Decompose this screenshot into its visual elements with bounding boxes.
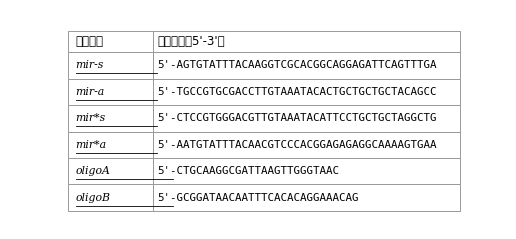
Bar: [69, 185, 153, 211]
Bar: [153, 131, 460, 158]
Bar: [69, 158, 153, 185]
Bar: [153, 185, 460, 211]
Text: 5'-GCGGATAACAATTTCACACAGGAAACAG: 5'-GCGGATAACAATTTCACACAGGAAACAG: [157, 193, 359, 203]
Text: mir-s: mir-s: [76, 60, 104, 71]
Text: mir*a: mir*a: [76, 140, 107, 150]
Bar: [153, 52, 460, 79]
Text: 5'-CTGCAAGGCGATTAAGTTGGGTAAC: 5'-CTGCAAGGCGATTAAGTTGGGTAAC: [157, 166, 340, 176]
Text: oligoB: oligoB: [76, 193, 111, 203]
Text: 5'-AGTGTATTTACAAGGTCGCACGGCAGGAGATTCAGTTTGA: 5'-AGTGTATTTACAAGGTCGCACGGCAGGAGATTCAGTT…: [157, 60, 437, 71]
Bar: [69, 52, 153, 79]
Text: 引物名称: 引物名称: [76, 35, 104, 48]
Bar: [69, 105, 153, 131]
Text: 引物序列（5'-3'）: 引物序列（5'-3'）: [157, 35, 225, 48]
Text: 5'-AATGTATTTACAACGTCCCACGGAGAGAGGCAAAAGTGAA: 5'-AATGTATTTACAACGTCCCACGGAGAGAGGCAAAAGT…: [157, 140, 437, 150]
Bar: [69, 31, 153, 52]
Text: 5'-CTCCGTGGGACGTTGTAAATACATTCCTGCTGCTAGGCTG: 5'-CTCCGTGGGACGTTGTAAATACATTCCTGCTGCTAGG…: [157, 113, 437, 123]
Bar: [69, 131, 153, 158]
Text: oligoA: oligoA: [76, 166, 110, 176]
Text: mir-a: mir-a: [76, 87, 105, 97]
Text: mir*s: mir*s: [76, 113, 106, 123]
Bar: [153, 31, 460, 52]
Bar: [153, 158, 460, 185]
Bar: [69, 79, 153, 105]
Bar: [153, 79, 460, 105]
Bar: [153, 105, 460, 131]
Text: 5'-TGCCGTGCGACCTTGTAAATACACTGCTGCTGCTACAGCC: 5'-TGCCGTGCGACCTTGTAAATACACTGCTGCTGCTACA…: [157, 87, 437, 97]
